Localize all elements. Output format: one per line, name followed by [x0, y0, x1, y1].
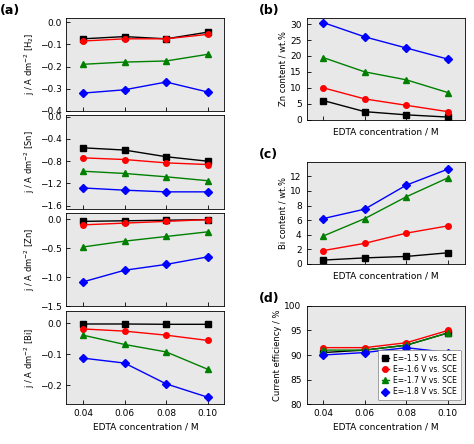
Legend: E=-1.5 V vs. SCE, E=-1.6 V vs. SCE, E=-1.7 V vs. SCE, E=-1.8 V vs. SCE: E=-1.5 V vs. SCE, E=-1.6 V vs. SCE, E=-1… [378, 350, 461, 400]
X-axis label: EDTA concentration / M: EDTA concentration / M [333, 422, 438, 431]
Y-axis label: j / A dm$^{-2}$ [Bi]: j / A dm$^{-2}$ [Bi] [22, 328, 37, 388]
X-axis label: EDTA concentration / M: EDTA concentration / M [92, 422, 198, 431]
E=-1.5 V vs. SCE [362, 348, 367, 353]
Line: E=-1.8 V vs. SCE: E=-1.8 V vs. SCE [320, 345, 451, 358]
E=-1.8 V vs. SCE [362, 350, 367, 355]
E=-1.6 V vs. SCE [362, 345, 367, 350]
E=-1.7 V vs. SCE [403, 342, 409, 348]
E=-1.8 V vs. SCE [320, 353, 326, 358]
E=-1.7 V vs. SCE [445, 330, 451, 336]
Line: E=-1.5 V vs. SCE: E=-1.5 V vs. SCE [320, 330, 451, 355]
Y-axis label: j / A dm$^{-2}$ [Zn]: j / A dm$^{-2}$ [Zn] [22, 228, 37, 291]
Line: E=-1.7 V vs. SCE: E=-1.7 V vs. SCE [320, 330, 451, 353]
X-axis label: EDTA concentration / M: EDTA concentration / M [333, 271, 438, 280]
Y-axis label: Bi content / wt.%: Bi content / wt.% [278, 177, 287, 249]
E=-1.5 V vs. SCE [445, 330, 451, 336]
E=-1.7 V vs. SCE [362, 348, 367, 353]
E=-1.6 V vs. SCE [403, 340, 409, 345]
E=-1.8 V vs. SCE [445, 350, 451, 355]
Text: (a): (a) [0, 4, 20, 17]
E=-1.6 V vs. SCE [445, 328, 451, 333]
Text: (c): (c) [259, 148, 278, 161]
X-axis label: EDTA concentration / M: EDTA concentration / M [333, 127, 438, 136]
Y-axis label: j / A dm$^{-2}$ [Sn]: j / A dm$^{-2}$ [Sn] [22, 131, 37, 193]
Text: (b): (b) [259, 4, 280, 17]
E=-1.6 V vs. SCE [320, 345, 326, 350]
E=-1.8 V vs. SCE [403, 345, 409, 350]
Y-axis label: j / A dm$^{-2}$ [H$_2$]: j / A dm$^{-2}$ [H$_2$] [22, 33, 37, 95]
Text: (d): (d) [259, 292, 280, 305]
E=-1.5 V vs. SCE [403, 342, 409, 348]
Line: E=-1.6 V vs. SCE: E=-1.6 V vs. SCE [320, 328, 451, 350]
E=-1.5 V vs. SCE [320, 350, 326, 355]
Y-axis label: Current efficiency / %: Current efficiency / % [273, 309, 282, 401]
E=-1.7 V vs. SCE [320, 348, 326, 353]
Y-axis label: Zn content / wt.%: Zn content / wt.% [278, 31, 287, 106]
